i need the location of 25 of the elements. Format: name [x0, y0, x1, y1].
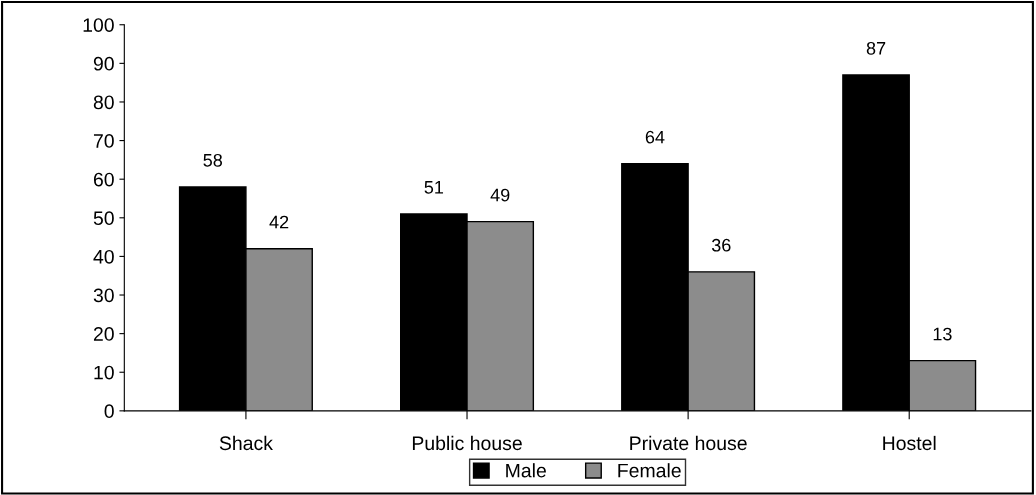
data-label: 49 [490, 188, 510, 202]
y-tick-label: 90 [93, 56, 114, 71]
data-label: 13 [933, 327, 952, 341]
data-label: 51 [424, 181, 444, 194]
data-label: 36 [711, 238, 731, 252]
x-tick-label: Public house [412, 435, 522, 451]
y-tick-label: 50 [93, 211, 114, 226]
y-tick-label: 100 [83, 18, 114, 32]
legend-label: Female [618, 463, 681, 478]
data-label: 42 [269, 215, 289, 229]
y-tick-label: 10 [94, 365, 114, 380]
y-tick-label: 40 [93, 249, 114, 264]
y-tick-label: 60 [93, 172, 114, 187]
y-tick-label: 30 [93, 288, 114, 303]
x-tick-label: Private house [630, 435, 747, 451]
y-tick-label: 0 [104, 404, 114, 419]
data-label: 58 [203, 153, 223, 167]
y-tick-label: 80 [93, 95, 114, 110]
legend-label: Male [506, 463, 546, 478]
x-tick-label: Shack [219, 435, 273, 451]
y-tick-label: 20 [93, 327, 114, 341]
data-label: 87 [866, 41, 886, 55]
y-tick-label: 70 [93, 134, 114, 148]
x-tick-label: Hostel [883, 435, 936, 451]
data-label: 64 [645, 130, 665, 144]
